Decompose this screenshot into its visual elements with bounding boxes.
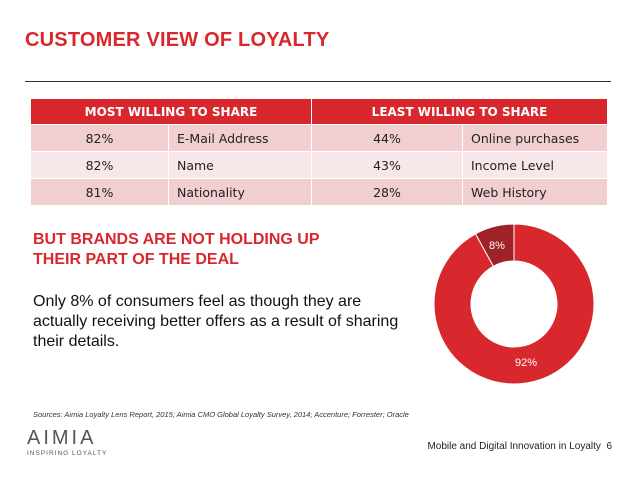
title-divider — [25, 81, 611, 82]
table-row: 81% Nationality 28% Web History — [30, 178, 608, 206]
sources-note: Sources: Aimia Loyalty Lens Report, 2015… — [33, 410, 409, 419]
most-item-cell: Name — [168, 151, 312, 179]
most-item-cell: E-Mail Address — [168, 124, 312, 152]
page-number: 6 — [606, 441, 612, 452]
footer: Mobile and Digital Innovation in Loyalty… — [427, 441, 612, 452]
footer-text: Mobile and Digital Innovation in Loyalty — [427, 441, 601, 452]
donut-slice-1 — [433, 223, 595, 385]
table-row: 82% E-Mail Address 44% Online purchases — [30, 124, 608, 152]
most-pct-cell: 81% — [30, 178, 169, 206]
most-pct-cell: 82% — [30, 151, 169, 179]
most-item-cell: Nationality — [168, 178, 312, 206]
logo-tagline: INSPIRING LOYALTY — [27, 450, 108, 457]
least-item-cell: Income Level — [462, 151, 608, 179]
donut-label-1: 92% — [515, 357, 537, 369]
donut-chart: 8% 92% — [433, 223, 595, 385]
subheading-line-1: BUT BRANDS ARE NOT HOLDING UP — [33, 231, 320, 248]
header-most-willing: MOST WILLING TO SHARE — [30, 98, 312, 125]
least-item-cell: Web History — [462, 178, 608, 206]
aimia-logo: AIMIA INSPIRING LOYALTY — [27, 428, 107, 457]
slide-title: CUSTOMER VIEW OF LOYALTY — [25, 29, 330, 51]
donut-label-0: 8% — [489, 240, 505, 252]
table-header-row: MOST WILLING TO SHARE LEAST WILLING TO S… — [30, 98, 608, 125]
sharing-table: MOST WILLING TO SHARE LEAST WILLING TO S… — [30, 98, 608, 206]
logo-wordmark: AIMIA — [27, 427, 97, 449]
body-text: Only 8% of consumers feel as though they… — [33, 293, 399, 350]
header-least-willing: LEAST WILLING TO SHARE — [311, 98, 608, 125]
least-pct-cell: 28% — [311, 178, 463, 206]
least-pct-cell: 44% — [311, 124, 463, 152]
most-pct-cell: 82% — [30, 124, 169, 152]
subheading: BUT BRANDS ARE NOT HOLDING UP THEIR PART… — [33, 230, 393, 270]
least-item-cell: Online purchases — [462, 124, 608, 152]
subheading-line-2: THEIR PART OF THE DEAL — [33, 251, 239, 268]
table-row: 82% Name 43% Income Level — [30, 151, 608, 179]
least-pct-cell: 43% — [311, 151, 463, 179]
